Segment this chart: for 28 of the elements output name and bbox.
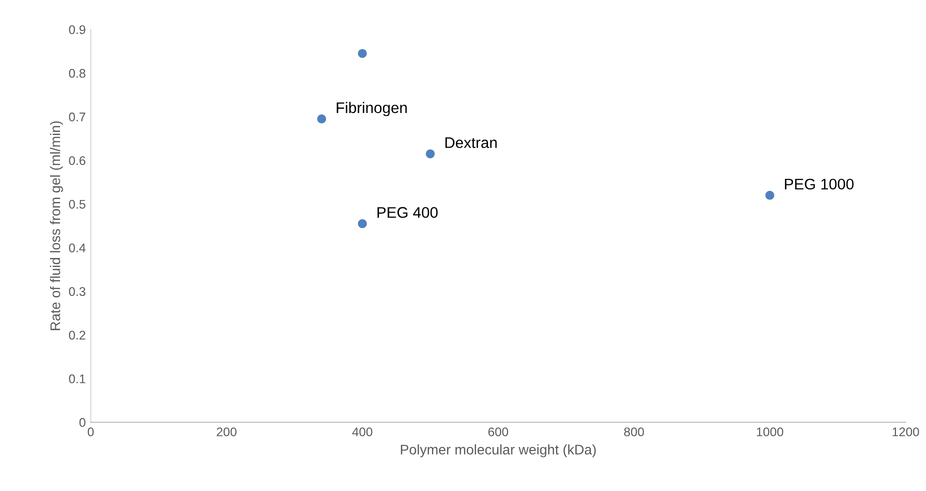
point — [358, 219, 367, 228]
y-tick-label: 0.7 — [69, 112, 86, 122]
y-tick-label: 0.1 — [69, 374, 86, 384]
y-tick-label: 0.2 — [69, 330, 86, 340]
y-axis-title: Rate of fluid loss from gel (ml/min) — [50, 121, 63, 330]
point — [426, 149, 435, 158]
annotation: PEG 400 — [378, 207, 438, 218]
x-tick-label: 800 — [624, 427, 644, 436]
annotation: Dextran — [445, 137, 497, 148]
x-tick-label: 400 — [352, 427, 372, 436]
y-tick-label: 0.8 — [69, 68, 86, 78]
y-tick-label: 0.4 — [69, 243, 86, 252]
x-tick-label: 0 — [88, 427, 94, 436]
point — [765, 190, 774, 200]
point — [358, 48, 367, 58]
y-tick-label: 0.5 — [69, 200, 86, 209]
x-tick-label: 200 — [216, 427, 236, 436]
annotation: Fibrinogen — [336, 102, 407, 116]
y-tick-label: 0.3 — [69, 287, 86, 296]
annotation: PEG 1000 — [784, 178, 854, 190]
y-tick-label: 0.9 — [69, 25, 86, 34]
x-tick-label: 600 — [488, 427, 508, 436]
y-tick-label: 0 — [79, 418, 86, 427]
y-tick-label: 0.6 — [69, 156, 86, 166]
x-tick-label: 1200 — [892, 427, 920, 436]
point — [317, 114, 326, 124]
x-axis-title: Polymer molecular weight (kDa) — [400, 444, 596, 458]
x-tick-label: 1000 — [756, 427, 784, 436]
